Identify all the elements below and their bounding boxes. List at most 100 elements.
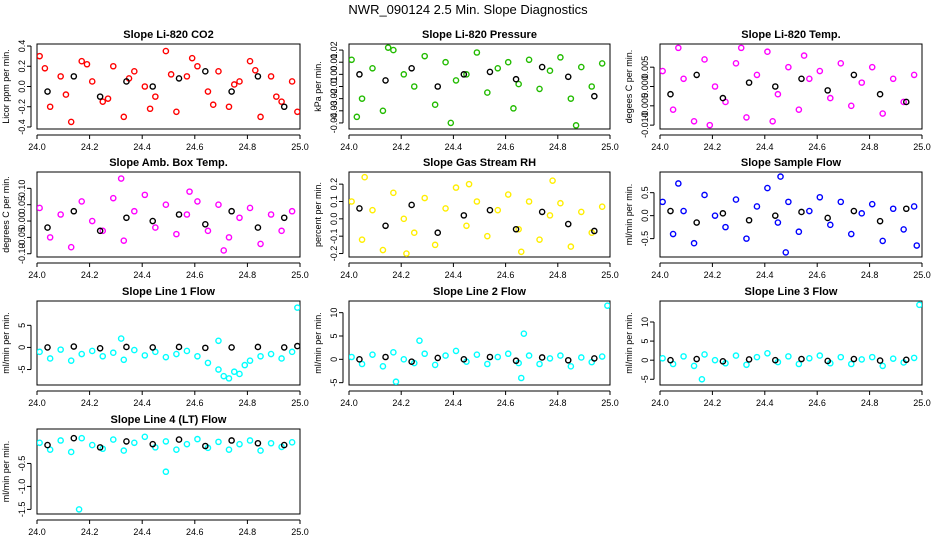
y-tick-label: -0.005 (640, 93, 650, 119)
series-main (349, 44, 606, 129)
data-point (598, 203, 606, 210)
data-point (400, 71, 408, 78)
y-axis-label: ml/min per min. (624, 184, 634, 246)
series-main (660, 44, 918, 129)
data-point (141, 191, 149, 199)
y-tick-label: -0.10 (17, 243, 27, 264)
x-axis: 24.0 24.2 24.4 24.6 24.8 25.0 (651, 134, 931, 152)
panel-slope-line-1-flow: Slope Line 1 Flow ml/min per min. 24.0 24.2… (1, 286, 309, 408)
data-point (408, 201, 415, 209)
data-point (538, 354, 546, 361)
data-point (88, 217, 96, 225)
data-point (46, 234, 54, 241)
y-tick-label: 5 (329, 333, 339, 338)
data-point (280, 103, 288, 111)
x-tick-label: 24.2 (81, 527, 99, 537)
x-tick-label: 24.4 (133, 398, 151, 408)
data-point (701, 351, 708, 358)
x-axis: 24.0 24.2 24.4 24.6 24.8 25.0 (28, 134, 309, 152)
data-point (225, 234, 233, 241)
x-tick-label: 24.4 (756, 142, 774, 152)
data-point (504, 58, 512, 66)
data-point (753, 71, 761, 79)
x-tick-label: 24.8 (239, 527, 257, 537)
data-point (202, 221, 209, 228)
x-tick-label: 24.4 (445, 142, 463, 152)
data-point (215, 201, 222, 208)
data-point (785, 63, 792, 71)
x-tick-label: 24.6 (497, 398, 515, 408)
x-tick-label: 24.2 (704, 398, 722, 408)
data-point (567, 243, 575, 250)
data-point (785, 353, 792, 360)
series-main (37, 175, 296, 254)
data-point (431, 241, 439, 249)
data-point (267, 350, 275, 358)
data-point (504, 350, 512, 358)
y-tick-label: -0.05 (17, 227, 27, 248)
y-tick-label: 0.1 (329, 195, 339, 208)
x-tick-label: 24.0 (651, 270, 669, 280)
data-point (228, 344, 235, 351)
y-axis-label: ml/min per min. (313, 312, 323, 374)
y-axis-label: kPa per min. (313, 61, 323, 112)
data-point (70, 343, 78, 350)
data-point (131, 346, 138, 354)
data-point (46, 355, 54, 362)
data-point (774, 219, 782, 226)
y-axis: -5 0 5 (17, 323, 32, 374)
data-point (225, 446, 233, 453)
data-point (141, 352, 149, 359)
y-axis: -0.04-0.03-0.02-0.010.000.010.02 (329, 41, 344, 133)
y-tick-label: 5 (640, 339, 650, 344)
data-points (37, 47, 300, 126)
data-point (910, 71, 918, 79)
data-point (75, 506, 83, 513)
y-tick-label: 0.2 (17, 60, 27, 73)
data-point (96, 345, 104, 352)
data-point (194, 198, 201, 205)
data-point (421, 52, 428, 60)
data-point (123, 438, 130, 445)
data-point (536, 236, 543, 243)
x-axis: 24.0 24.2 24.4 24.6 24.8 25.0 (340, 134, 619, 152)
data-point (525, 352, 533, 359)
data-point (889, 355, 897, 362)
data-point (764, 350, 771, 357)
panel-title: Slope Li-820 CO2 (123, 29, 213, 41)
data-point (824, 87, 831, 94)
data-point (517, 248, 525, 256)
data-points (349, 44, 606, 129)
data-point (96, 93, 104, 100)
data-point (57, 437, 64, 444)
data-point (99, 227, 107, 235)
data-point (267, 439, 275, 447)
x-axis: 24.0 24.2 24.4 24.6 24.8 25.0 (28, 262, 309, 280)
data-point (782, 249, 790, 256)
panel-slope-line-2-flow: Slope Line 2 Flow ml/min per min. 24.0 24.2… (313, 286, 619, 408)
x-tick-label: 24.4 (756, 398, 774, 408)
data-point (431, 101, 439, 109)
data-point (795, 360, 803, 368)
data-point (67, 118, 75, 126)
series-highlight (44, 342, 300, 352)
x-tick-label: 25.0 (291, 270, 309, 280)
data-point (57, 73, 64, 80)
data-point (902, 356, 910, 364)
data-point (254, 224, 262, 231)
data-point (78, 198, 86, 205)
data-point (167, 71, 175, 78)
data-point (188, 54, 196, 62)
data-point (494, 206, 502, 214)
data-point (850, 207, 858, 215)
data-point (358, 360, 366, 368)
data-point (175, 343, 183, 351)
data-point (667, 90, 674, 98)
series-main (37, 47, 300, 126)
y-tick-label: -0.4 (17, 119, 27, 135)
y-axis: -5 0 5 10 (640, 317, 655, 383)
x-tick-label: 24.0 (340, 270, 358, 280)
data-point (774, 90, 782, 98)
y-axis-label: ml/min per min. (1, 312, 11, 374)
data-point (910, 354, 918, 362)
